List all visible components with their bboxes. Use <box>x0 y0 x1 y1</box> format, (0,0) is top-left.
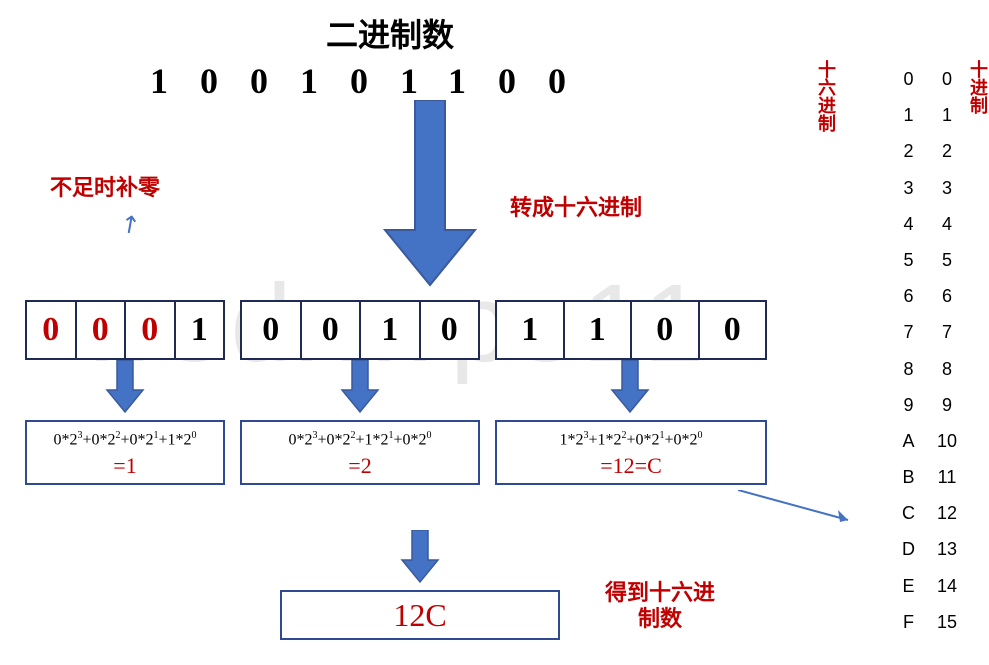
arrow-down-big <box>380 100 480 290</box>
dec-cell: 10 <box>927 424 967 458</box>
arrow-to-c <box>738 490 868 540</box>
hex-cell: 8 <box>892 352 925 386</box>
page-title: 二进制数 <box>0 10 780 56</box>
table-row: A10 <box>892 424 967 458</box>
dec-cell: 3 <box>927 171 967 205</box>
table-row: 66 <box>892 279 967 313</box>
dec-header-label: 十进制 <box>966 60 989 114</box>
final-result-box: 12C <box>280 590 560 640</box>
pad-zero-label: 不足时补零 <box>50 170 160 202</box>
dec-cell: 5 <box>927 243 967 277</box>
result-2: =2 <box>246 453 474 479</box>
arrow-down-1 <box>105 360 145 415</box>
dec-cell: 4 <box>927 207 967 241</box>
table-row: 22 <box>892 134 967 168</box>
dec-cell: 2 <box>927 134 967 168</box>
digit-cell: 0 <box>242 302 302 358</box>
digit-cell: 1 <box>361 302 421 358</box>
hex-cell: C <box>892 496 925 530</box>
digit-cell: 0 <box>27 302 77 358</box>
digit-cell: 0 <box>421 302 479 358</box>
group-3: 1100 <box>495 300 767 360</box>
arrow-down-final <box>400 530 440 585</box>
table-row: 55 <box>892 243 967 277</box>
hex-cell: 1 <box>892 98 925 132</box>
digit-cell: 0 <box>302 302 362 358</box>
hex-cell: 0 <box>892 62 925 96</box>
lookup-table: 00112233445566778899A10B11C12D13E14F15 <box>890 60 969 641</box>
hex-cell: 5 <box>892 243 925 277</box>
table-row: 00 <box>892 62 967 96</box>
hex-cell: 9 <box>892 388 925 422</box>
table-row: 33 <box>892 171 967 205</box>
hex-cell: 6 <box>892 279 925 313</box>
table-row: B11 <box>892 460 967 494</box>
formula-1: 0*23+0*22+0*21+1*20 <box>31 430 219 449</box>
binary-number: 100101100 <box>150 60 598 102</box>
dec-cell: 12 <box>927 496 967 530</box>
hex-cell: 7 <box>892 315 925 349</box>
table-row: E14 <box>892 569 967 603</box>
table-row: C12 <box>892 496 967 530</box>
dec-cell: 15 <box>927 605 967 639</box>
formula-2: 0*23+0*22+1*21+0*20 <box>246 430 474 449</box>
table-row: 88 <box>892 352 967 386</box>
hex-cell: 2 <box>892 134 925 168</box>
result-label: 得到十六进制数 <box>600 580 720 633</box>
digit-cell: 0 <box>77 302 127 358</box>
digit-cell: 1 <box>497 302 565 358</box>
formula-3: 1*23+1*22+0*21+0*20 <box>501 430 761 449</box>
dec-cell: 13 <box>927 532 967 566</box>
result-1: =1 <box>31 453 219 479</box>
dec-cell: 14 <box>927 569 967 603</box>
table-row: F15 <box>892 605 967 639</box>
pad-arrow: ↗ <box>114 207 147 242</box>
hex-cell: A <box>892 424 925 458</box>
dec-cell: 9 <box>927 388 967 422</box>
dec-cell: 0 <box>927 62 967 96</box>
dec-cell: 8 <box>927 352 967 386</box>
hex-cell: B <box>892 460 925 494</box>
hex-cell: 3 <box>892 171 925 205</box>
digit-cell: 0 <box>126 302 176 358</box>
dec-cell: 1 <box>927 98 967 132</box>
arrow-down-2 <box>340 360 380 415</box>
table-row: 44 <box>892 207 967 241</box>
hex-cell: 4 <box>892 207 925 241</box>
digit-cell: 0 <box>632 302 700 358</box>
calc-1: 0*23+0*22+0*21+1*20 =1 <box>25 420 225 485</box>
group-2: 0010 <box>240 300 480 360</box>
digit-cell: 1 <box>176 302 224 358</box>
result-3: =12=C <box>501 453 761 479</box>
hex-cell: F <box>892 605 925 639</box>
group-1: 0001 <box>25 300 225 360</box>
calc-3: 1*23+1*22+0*21+0*20 =12=C <box>495 420 767 485</box>
arrow-down-3 <box>610 360 650 415</box>
table-row: 11 <box>892 98 967 132</box>
table-row: 77 <box>892 315 967 349</box>
convert-label: 转成十六进制 <box>510 190 642 222</box>
hex-header-label: 十六进制 <box>814 60 837 132</box>
digit-cell: 0 <box>700 302 766 358</box>
calc-2: 0*23+0*22+1*21+0*20 =2 <box>240 420 480 485</box>
table-row: 99 <box>892 388 967 422</box>
hex-cell: E <box>892 569 925 603</box>
digit-cell: 1 <box>565 302 633 358</box>
hex-cell: D <box>892 532 925 566</box>
dec-cell: 7 <box>927 315 967 349</box>
dec-cell: 6 <box>927 279 967 313</box>
table-row: D13 <box>892 532 967 566</box>
dec-cell: 11 <box>927 460 967 494</box>
